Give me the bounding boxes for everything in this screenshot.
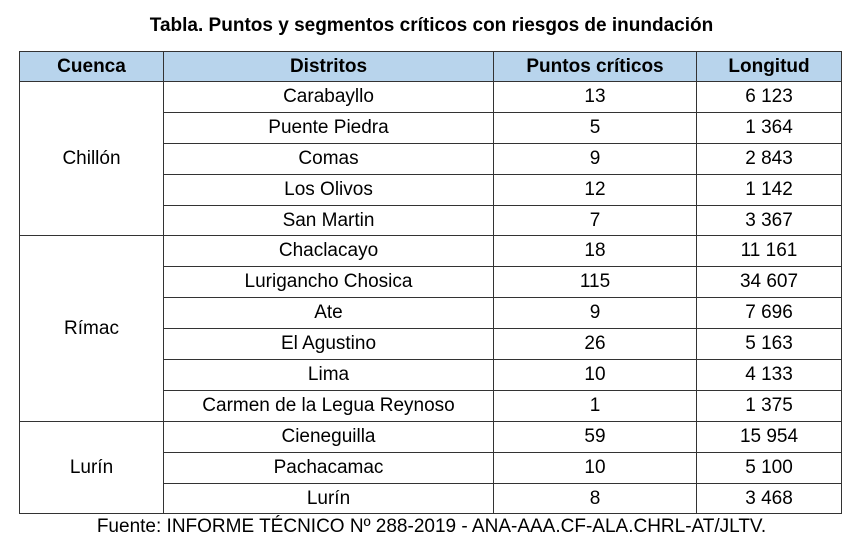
length-cell: 5 163 <box>696 328 842 361</box>
points-cell: 1 <box>493 389 697 422</box>
points-cell: 26 <box>493 328 697 361</box>
basin-cell: Rímac <box>19 235 164 422</box>
district-cell: El Agustino <box>163 328 494 361</box>
length-cell: 11 161 <box>696 235 842 268</box>
district-cell: Los Olivos <box>163 173 494 206</box>
length-cell: 15 954 <box>696 420 842 453</box>
table-row: Chillón Carabayllo 13 6 123 <box>19 80 842 237</box>
points-cell: 5 <box>493 111 697 144</box>
table-row: Lurigancho Chosica 115 34 607 <box>20 266 842 299</box>
table-row: Pachacamac 10 5 100 <box>20 451 842 484</box>
points-cell: 8 <box>493 482 697 515</box>
header-district: Distritos <box>163 51 494 82</box>
district-cell: Lurigancho Chosica <box>163 266 494 299</box>
district-cell: Ate <box>163 297 494 330</box>
length-cell: 5 100 <box>696 451 842 484</box>
points-cell: 13 <box>493 81 697 113</box>
district-cell: Lima <box>163 359 494 391</box>
basin-cell: Chillón <box>19 80 164 237</box>
length-cell: 34 607 <box>696 266 842 299</box>
header-basin: Cuenca <box>19 51 164 82</box>
table-row: Lima 10 4 133 <box>20 359 842 391</box>
district-cell: Carabayllo <box>163 81 494 113</box>
table-row: Puente Piedra 5 1 364 <box>20 111 842 144</box>
table-row: Carmen de la Legua Reynoso 1 1 375 <box>20 389 842 422</box>
district-cell: Pachacamac <box>163 451 494 484</box>
table-title: Tabla. Puntos y segmentos críticos con r… <box>149 15 714 36</box>
source-note: Fuente: INFORME TÉCNICO Nº 288-2019 - AN… <box>96 516 767 537</box>
points-cell: 7 <box>493 204 697 237</box>
district-cell: Chaclacayo <box>163 235 494 268</box>
header-points: Puntos críticos <box>493 51 697 82</box>
points-cell: 9 <box>493 142 697 175</box>
length-cell: 3 367 <box>696 204 842 237</box>
length-cell: 7 696 <box>696 297 842 330</box>
length-cell: 1 364 <box>696 111 842 144</box>
points-cell: 115 <box>493 266 697 299</box>
points-cell: 18 <box>493 235 697 268</box>
points-cell: 10 <box>493 359 697 391</box>
header-row: Cuenca Distritos Puntos críticos Longitu… <box>19 51 842 82</box>
district-cell: Puente Piedra <box>163 111 494 144</box>
district-cell: Lurín <box>163 482 494 515</box>
district-cell: Comas <box>163 142 494 175</box>
table-row: Rímac Chaclacayo 18 11 161 <box>19 235 842 422</box>
table-row: Los Olivos 12 1 142 <box>20 173 842 206</box>
district-cell: San Martin <box>163 204 494 237</box>
length-cell: 1 142 <box>696 173 842 206</box>
points-cell: 10 <box>493 451 697 484</box>
table-row: Lurín Cieneguilla 59 15 954 <box>19 420 842 515</box>
district-cell: Carmen de la Legua Reynoso <box>163 389 494 422</box>
basin-cell: Lurín <box>19 420 164 515</box>
flood-risk-table: Cuenca Distritos Puntos críticos Longitu… <box>19 51 842 515</box>
length-cell: 1 375 <box>696 389 842 422</box>
length-cell: 2 843 <box>696 142 842 175</box>
table-row: El Agustino 26 5 163 <box>20 328 842 361</box>
district-cell: Cieneguilla <box>163 420 494 453</box>
length-cell: 6 123 <box>696 81 842 113</box>
header-length: Longitud <box>696 51 842 82</box>
length-cell: 4 133 <box>696 359 842 391</box>
points-cell: 12 <box>493 173 697 206</box>
table-row: Lurín 8 3 468 <box>20 482 842 515</box>
points-cell: 9 <box>493 297 697 330</box>
length-cell: 3 468 <box>696 482 842 515</box>
table-row: San Martin 7 3 367 <box>20 204 842 237</box>
table-row: Ate 9 7 696 <box>20 297 842 330</box>
points-cell: 59 <box>493 420 697 453</box>
